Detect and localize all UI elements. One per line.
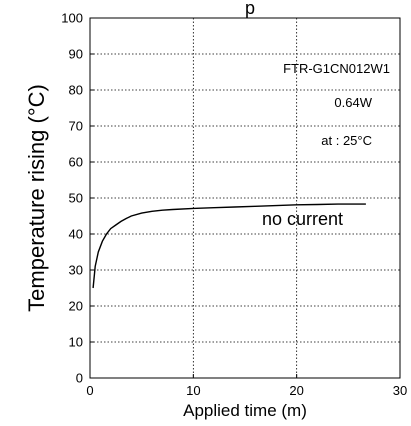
annotation-model: FTR-G1CN012W1 — [283, 61, 390, 76]
y-tick-label: 10 — [69, 335, 83, 350]
x-ticks: 0 10 20 30 — [86, 374, 407, 398]
x-axis-label: Applied time (m) — [183, 401, 307, 420]
annotation-power: 0.64W — [334, 95, 372, 110]
y-tick-label: 20 — [69, 299, 83, 314]
y-ticks: 0 10 20 30 40 50 60 70 80 90 100 — [61, 11, 94, 386]
y-tick-label: 90 — [69, 47, 83, 62]
y-tick-label: 0 — [76, 371, 83, 386]
y-tick-label: 50 — [69, 191, 83, 206]
y-tick-label: 100 — [61, 11, 83, 26]
y-tick-label: 40 — [69, 227, 83, 242]
y-tick-label: 30 — [69, 263, 83, 278]
y-tick-label: 70 — [69, 119, 83, 134]
title-fragment: p — [245, 0, 255, 18]
grid — [90, 18, 400, 378]
x-tick-label: 20 — [289, 383, 303, 398]
y-tick-label: 60 — [69, 155, 83, 170]
y-axis-label: Temperature rising (°C) — [24, 84, 49, 312]
y-tick-label: 80 — [69, 83, 83, 98]
series-line — [92, 203, 366, 289]
x-tick-label: 10 — [186, 383, 200, 398]
annotation-condition: at : 25°C — [321, 133, 372, 148]
x-tick-label: 30 — [393, 383, 407, 398]
x-tick-label: 0 — [86, 383, 93, 398]
curve-label: no current — [262, 209, 343, 229]
